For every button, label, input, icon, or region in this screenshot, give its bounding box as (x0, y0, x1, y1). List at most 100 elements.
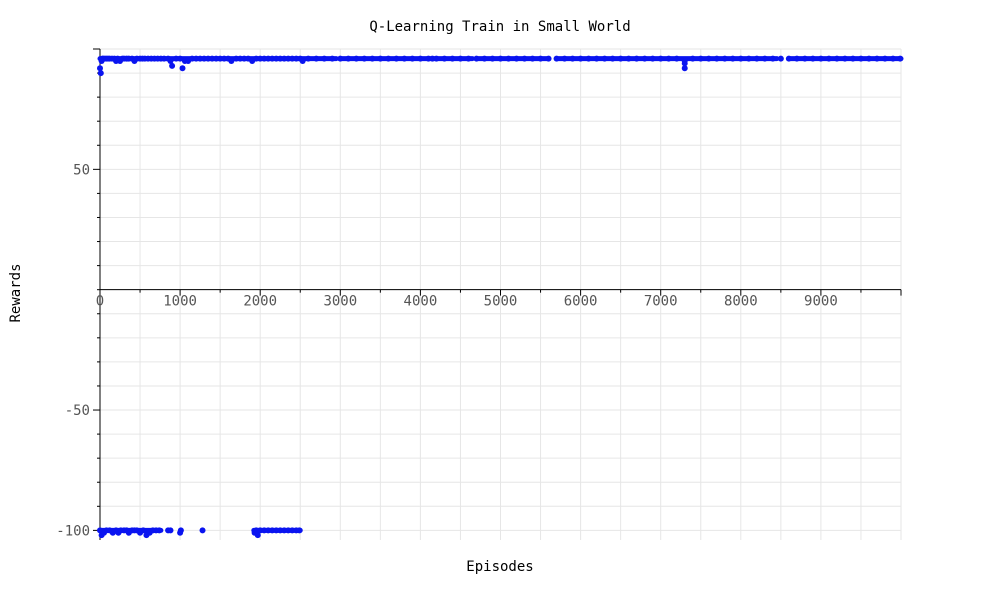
data-point (689, 55, 696, 62)
data-point (681, 65, 688, 72)
x-tick-label: 0 (96, 294, 104, 310)
data-point (296, 527, 303, 534)
data-point (449, 55, 456, 62)
data-point (417, 55, 424, 62)
data-point (385, 55, 392, 62)
data-point (633, 55, 640, 62)
data-point (177, 527, 184, 534)
data-point (849, 55, 856, 62)
data-point (737, 55, 744, 62)
data-point (299, 58, 306, 65)
data-point (521, 55, 528, 62)
x-tick-label: 8000 (724, 294, 758, 310)
data-point (481, 55, 488, 62)
data-point (313, 55, 320, 62)
data-point (369, 55, 376, 62)
data-point (569, 55, 576, 62)
ticks: 0 1000 2000 3000 4000 5000 6000 7000 8000 9000 50 -… (56, 48, 902, 539)
data-point (697, 55, 704, 62)
data-point (881, 55, 888, 62)
data-point (177, 55, 184, 62)
data-point (857, 55, 864, 62)
data-point (465, 55, 472, 62)
data-point (777, 55, 784, 62)
data-point (329, 55, 336, 62)
data-point (337, 55, 344, 62)
data-point (401, 55, 408, 62)
x-tick-label: 9000 (804, 294, 838, 310)
data-point (167, 527, 174, 534)
x-axis-label: Episodes (466, 559, 533, 575)
y-tick-label: -100 (56, 523, 90, 539)
data-point (705, 55, 712, 62)
data-point (361, 55, 368, 62)
x-tick-label: 2000 (243, 294, 277, 310)
y-tick-label: 50 (73, 162, 90, 178)
x-tick-label: 3000 (323, 294, 357, 310)
data-point (305, 55, 312, 62)
data-point (833, 55, 840, 62)
data-point (617, 55, 624, 62)
data-point (167, 58, 174, 65)
data-point (817, 55, 824, 62)
data-point (433, 55, 440, 62)
data-point (657, 55, 664, 62)
data-point (545, 55, 552, 62)
data-point (593, 55, 600, 62)
x-tick-label: 5000 (484, 294, 518, 310)
data-point (577, 55, 584, 62)
data-point (505, 55, 512, 62)
data-point (585, 55, 592, 62)
data-point (441, 55, 448, 62)
y-axis-label: Rewards (8, 263, 24, 322)
x-tick-label: 6000 (564, 294, 598, 310)
data-point (873, 55, 880, 62)
data-point (353, 55, 360, 62)
data-point (649, 55, 656, 62)
data-point (609, 55, 616, 62)
data-point (865, 55, 872, 62)
data-point (473, 55, 480, 62)
data-point (537, 55, 544, 62)
data-point (561, 55, 568, 62)
data-point (889, 55, 896, 62)
data-point (801, 55, 808, 62)
grid (99, 48, 902, 540)
data-point (321, 55, 328, 62)
data-point (673, 55, 680, 62)
x-tick-label: 7000 (644, 294, 678, 310)
y-tick-label: -50 (65, 403, 90, 419)
data-point (745, 55, 752, 62)
data-point (345, 55, 352, 62)
x-tick-label: 4000 (404, 294, 438, 310)
data-point (713, 55, 720, 62)
data-point (553, 55, 560, 62)
data-point (457, 55, 464, 62)
data-point (489, 55, 496, 62)
data-point (897, 55, 904, 62)
data-point (169, 62, 176, 69)
data-point (665, 55, 672, 62)
data-point (761, 55, 768, 62)
data-point (625, 55, 632, 62)
data-points (97, 55, 904, 539)
data-point (513, 55, 520, 62)
data-point (97, 65, 103, 72)
data-point (793, 55, 800, 62)
data-point (409, 55, 416, 62)
data-point (721, 55, 728, 62)
data-point (529, 55, 536, 62)
data-point (140, 527, 147, 534)
data-point (179, 65, 186, 72)
data-point (769, 55, 776, 62)
data-point (601, 55, 608, 62)
data-point (228, 58, 235, 65)
data-point (497, 55, 504, 62)
data-point (729, 55, 736, 62)
data-point (785, 55, 792, 62)
x-tick-label: 1000 (163, 294, 197, 310)
data-point (681, 60, 688, 67)
data-point (393, 55, 400, 62)
data-point (254, 532, 261, 539)
